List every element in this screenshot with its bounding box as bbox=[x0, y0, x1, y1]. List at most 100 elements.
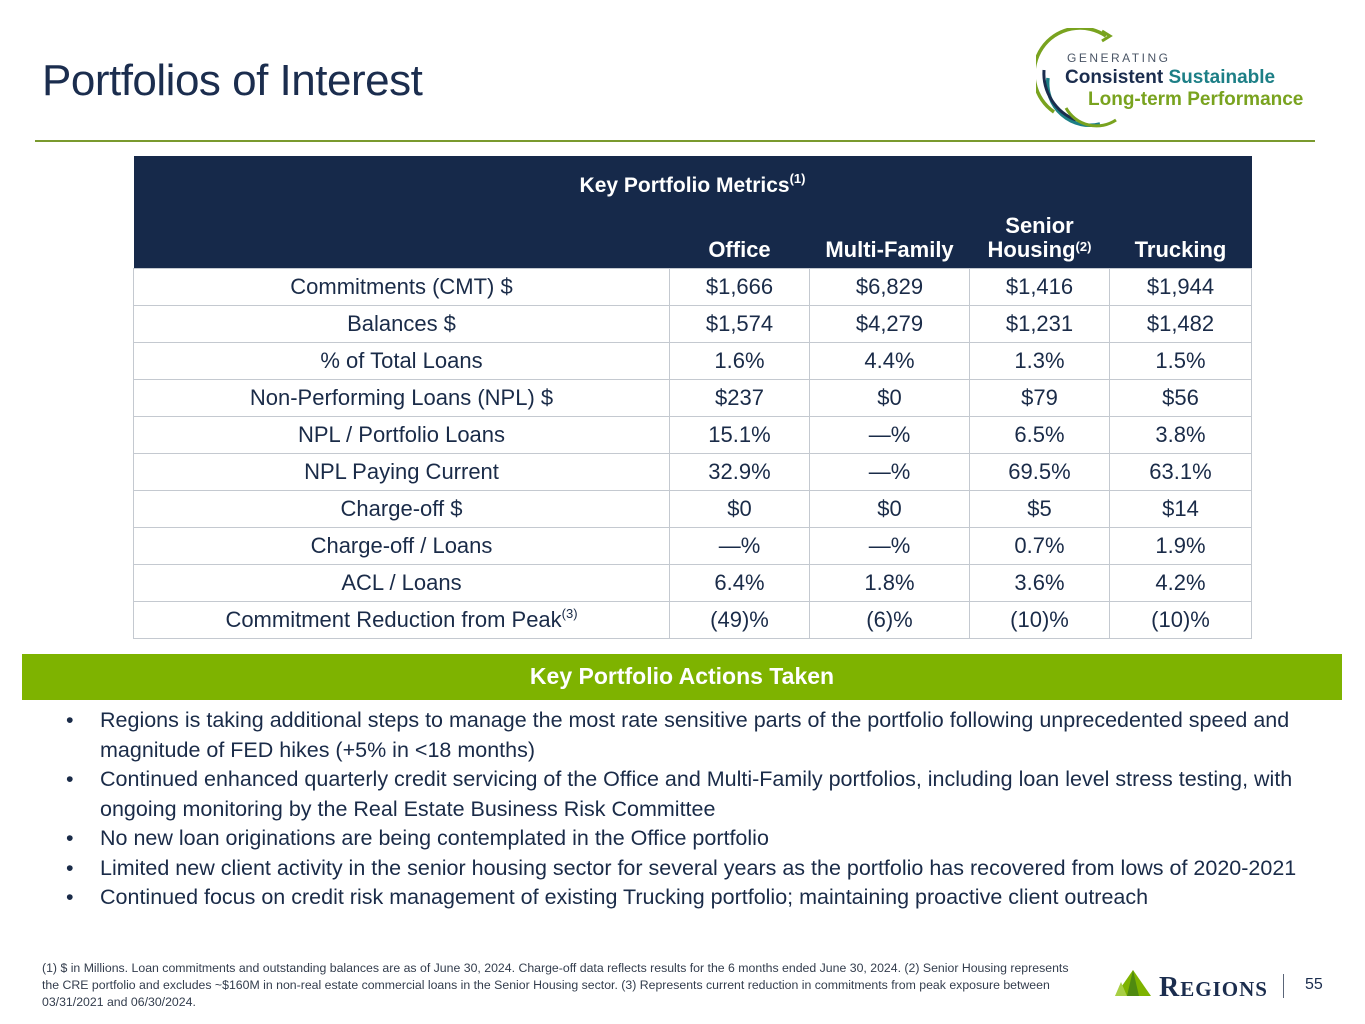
table-cell: 0.7% bbox=[969, 527, 1110, 565]
table-cell: (10)% bbox=[1109, 601, 1252, 639]
table-row: Balances $ $1,574 $4,279 $1,231 $1,482 bbox=[133, 305, 1252, 343]
table-row: Commitments (CMT) $ $1,666 $6,829 $1,416 $1,… bbox=[133, 268, 1252, 306]
row-label-text: Charge-off $ bbox=[340, 496, 463, 521]
tagline-badge: GENERATING Consistent Sustainable Long-t… bbox=[1036, 28, 1336, 128]
row-label: Charge-off / Loans bbox=[133, 527, 670, 565]
table-cell: $56 bbox=[1109, 379, 1252, 417]
list-item-text: No new loan originations are being conte… bbox=[100, 826, 769, 850]
bullet-icon: • bbox=[66, 855, 74, 880]
col-header-senior-housing: Senior Housing(2) bbox=[969, 200, 1110, 269]
table-cell: 1.6% bbox=[669, 342, 810, 380]
col-header-senior: Senior bbox=[1005, 213, 1074, 238]
regions-triangle-logo-icon bbox=[1115, 970, 1151, 996]
table-row: Commitment Reduction from Peak(3) (49)% (6… bbox=[133, 601, 1252, 639]
row-label: Commitment Reduction from Peak(3) bbox=[133, 601, 670, 639]
table-row: Non-Performing Loans (NPL) $ $237 $0 $79 $56 bbox=[133, 379, 1252, 417]
table-cell: 6.5% bbox=[969, 416, 1110, 454]
list-item: • Continued enhanced quarterly credit ser… bbox=[62, 765, 1302, 824]
table-cell: 15.1% bbox=[669, 416, 810, 454]
table-cell: —% bbox=[809, 453, 970, 491]
table-row: Charge-off / Loans —% —% 0.7% 1.9% bbox=[133, 527, 1252, 565]
row-label: NPL Paying Current bbox=[133, 453, 670, 491]
header-blank bbox=[133, 200, 670, 269]
table-cell: —% bbox=[809, 527, 970, 565]
row-label-text: NPL Paying Current bbox=[304, 459, 499, 484]
table-cell: $1,416 bbox=[969, 268, 1110, 306]
row-label-text: NPL / Portfolio Loans bbox=[297, 422, 506, 447]
bullet-icon: • bbox=[66, 826, 74, 850]
footer-separator bbox=[1283, 974, 1284, 998]
table-title: Key Portfolio Metrics(1) bbox=[133, 156, 1252, 200]
tagline-arc-icon bbox=[1036, 28, 1117, 128]
table-cell: 6.4% bbox=[669, 564, 810, 602]
table-cell: 1.3% bbox=[969, 342, 1110, 380]
col-header-trucking: Trucking bbox=[1109, 200, 1252, 269]
table-cell: 3.8% bbox=[1109, 416, 1252, 454]
regions-wordmark-initial: R bbox=[1159, 972, 1181, 1003]
table-body: Commitments (CMT) $ $1,666 $6,829 $1,416 $1,… bbox=[133, 268, 1252, 639]
table-cell: 1.9% bbox=[1109, 527, 1252, 565]
row-label-text: Balances $ bbox=[347, 311, 456, 336]
footnote: (1) $ in Millions. Loan commitments and … bbox=[42, 961, 1069, 1009]
table-cell: 3.6% bbox=[969, 564, 1110, 602]
table-cell: $0 bbox=[809, 379, 970, 417]
table-cell: 4.4% bbox=[809, 342, 970, 380]
tagline-sustainable: Sustainable bbox=[1168, 67, 1276, 88]
row-label: Balances $ bbox=[133, 305, 670, 343]
list-item: • Limited new client activity in the seni… bbox=[62, 854, 1302, 884]
list-item-text: Limited new client activity in the senio… bbox=[100, 855, 1297, 880]
tagline-generating: GENERATING bbox=[1067, 51, 1171, 65]
row-label: ACL / Loans bbox=[133, 564, 670, 602]
table-cell: $237 bbox=[669, 379, 810, 417]
table-cell: $0 bbox=[669, 490, 810, 528]
row-label-text: Charge-off / Loans bbox=[310, 533, 493, 558]
regions-logo: REGIONS bbox=[1113, 968, 1273, 1003]
table-row: % of Total Loans 1.6% 4.4% 1.3% 1.5% bbox=[133, 342, 1252, 380]
table-cell: (10)% bbox=[969, 601, 1110, 639]
row-label-text: % of Total Loans bbox=[320, 348, 483, 373]
table-cell: 1.5% bbox=[1109, 342, 1252, 380]
table-cell: (49)% bbox=[669, 601, 810, 639]
list-item: • No new loan originations are being cont… bbox=[62, 824, 1302, 854]
table-cell: $1,482 bbox=[1109, 305, 1252, 343]
list-item: • Continued focus on credit risk manageme… bbox=[62, 883, 1302, 913]
row-label-text: Commitment Reduction from Peak bbox=[225, 607, 562, 632]
header-divider bbox=[35, 140, 1315, 142]
table-cell: $14 bbox=[1109, 490, 1252, 528]
table-cell: 4.2% bbox=[1109, 564, 1252, 602]
row-label: Commitments (CMT) $ bbox=[133, 268, 670, 306]
page-title: Portfolios of Interest bbox=[42, 56, 423, 105]
list-item-text: Regions is taking additional steps to ma… bbox=[100, 708, 1290, 762]
actions-header: Key Portfolio Actions Taken bbox=[22, 654, 1342, 700]
list-item-text: Continued focus on credit risk managemen… bbox=[100, 885, 1149, 909]
table-cell: $1,231 bbox=[969, 305, 1110, 343]
tagline-consistent-sustainable: Consistent Sustainable bbox=[1065, 67, 1275, 89]
bullet-icon: • bbox=[66, 767, 74, 791]
table-cell: $6,829 bbox=[809, 268, 970, 306]
list-item-text: Continued enhanced quarterly credit serv… bbox=[100, 767, 1293, 821]
regions-wordmark-rest: EGIONS bbox=[1180, 977, 1268, 1001]
table-cell: 1.8% bbox=[809, 564, 970, 602]
senior-housing-note: (2) bbox=[1075, 239, 1092, 254]
table-cell: $0 bbox=[809, 490, 970, 528]
table-cell: $4,279 bbox=[809, 305, 970, 343]
row-label: % of Total Loans bbox=[133, 342, 670, 380]
col-header-multi-family: Multi-Family bbox=[809, 200, 970, 269]
row-label-text: ACL / Loans bbox=[341, 570, 462, 595]
row-label-text: Non-Performing Loans (NPL) $ bbox=[249, 385, 554, 410]
list-item: • Regions is taking additional steps to m… bbox=[62, 706, 1302, 765]
table-cell: $1,666 bbox=[669, 268, 810, 306]
table-cell: 69.5% bbox=[969, 453, 1110, 491]
bullet-icon: • bbox=[66, 885, 74, 909]
table-cell: (6)% bbox=[809, 601, 970, 639]
portfolio-metrics-table: Key Portfolio Metrics(1) Office Multi-Fa… bbox=[133, 156, 1252, 639]
table-cell: 32.9% bbox=[669, 453, 810, 491]
row-label-text: Commitments (CMT) $ bbox=[290, 274, 513, 299]
table-cell: —% bbox=[809, 416, 970, 454]
tagline-long-term: Long-term Performance bbox=[1088, 89, 1304, 110]
table-cell: 63.1% bbox=[1109, 453, 1252, 491]
page-number: 55 bbox=[1305, 976, 1323, 993]
table-cell: $79 bbox=[969, 379, 1110, 417]
row-label: Non-Performing Loans (NPL) $ bbox=[133, 379, 670, 417]
table-row: NPL / Portfolio Loans 15.1% —% 6.5% 3.8% bbox=[133, 416, 1252, 454]
